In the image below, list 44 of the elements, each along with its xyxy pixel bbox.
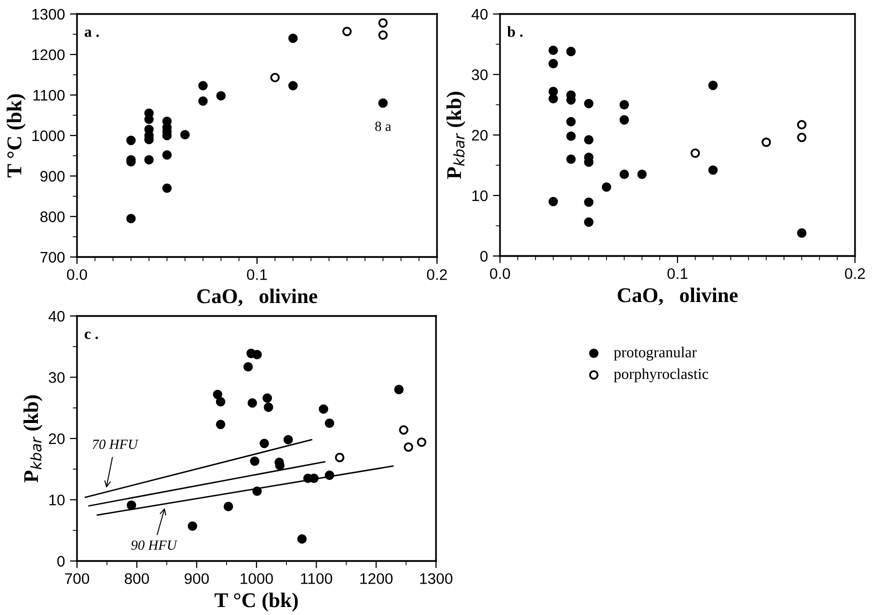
y-tick-label: 20 bbox=[48, 433, 65, 444]
annotation: a . bbox=[84, 30, 99, 37]
y-tick-label: 1300 bbox=[32, 8, 65, 20]
x-tick-label: 1200 bbox=[360, 573, 393, 584]
x-tick-label: 0.1 bbox=[667, 268, 688, 280]
x-tick-label: 1100 bbox=[301, 573, 332, 584]
legend-label: porphyroclastic bbox=[614, 368, 708, 382]
x-tick-label: 0.1 bbox=[246, 269, 267, 280]
y-tick-label: 30 bbox=[472, 69, 488, 80]
x-tick-label: 1000 bbox=[240, 573, 273, 584]
x-tick-label: 0.2 bbox=[844, 268, 865, 280]
y-axis-title: P$_{kbar}$ (kb) bbox=[23, 395, 42, 482]
y-tick-label: 700 bbox=[40, 252, 65, 263]
y-tick-label: 1000 bbox=[32, 130, 65, 142]
x-tick-label: 0.0 bbox=[490, 268, 510, 280]
annotation: 8 a bbox=[375, 122, 392, 132]
y-tick-label: 20 bbox=[472, 130, 488, 141]
x-axis-title: T °C (bk) bbox=[214, 592, 298, 612]
y-tick-label: 1200 bbox=[32, 49, 65, 60]
y-tick-label: 1100 bbox=[34, 90, 65, 101]
annotation: 70 HFU bbox=[92, 440, 138, 450]
y-axis-title: P$_{kbar}$ (kb) bbox=[446, 92, 466, 179]
x-axis-title: CaO, olivine bbox=[618, 288, 738, 306]
x-tick-label: 800 bbox=[124, 573, 149, 584]
y-tick-label: 0 bbox=[480, 250, 488, 262]
y-tick-label: 40 bbox=[472, 8, 488, 20]
x-tick-label: 700 bbox=[65, 573, 90, 584]
y-axis-title: T °C (bk) bbox=[6, 94, 26, 178]
x-tick-label: 0.2 bbox=[426, 269, 447, 280]
y-tick-label: 900 bbox=[40, 170, 65, 182]
y-tick-label: 0 bbox=[57, 556, 65, 567]
y-tick-label: 10 bbox=[472, 190, 488, 202]
x-tick-label: 0.0 bbox=[66, 269, 88, 280]
annotation: c . bbox=[84, 332, 98, 340]
legend-label: protogranular bbox=[614, 346, 697, 361]
annotation: b . bbox=[507, 26, 523, 37]
y-tick-label: 40 bbox=[48, 310, 65, 322]
x-tick-label: 900 bbox=[184, 573, 209, 584]
y-tick-label: 30 bbox=[48, 372, 65, 383]
x-axis-title: CaO, olivine bbox=[197, 288, 318, 306]
y-tick-label: 800 bbox=[40, 211, 65, 222]
annotation: 90 HFU bbox=[131, 540, 178, 550]
x-tick-label: 1300 bbox=[420, 573, 452, 584]
y-tick-label: 10 bbox=[49, 494, 65, 506]
